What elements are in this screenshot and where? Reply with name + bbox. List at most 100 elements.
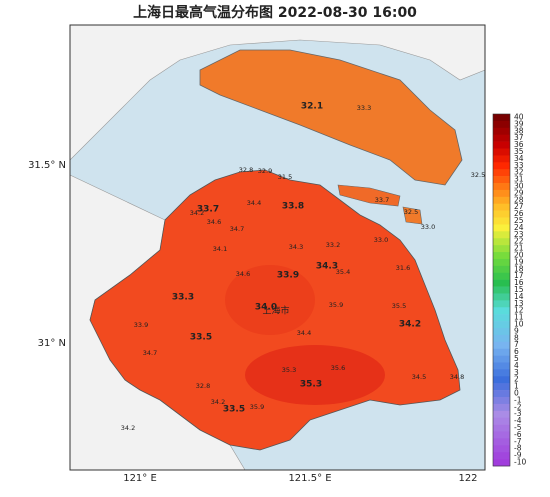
colorbar-cell bbox=[493, 300, 510, 308]
colorbar-cell bbox=[493, 286, 510, 294]
colorbar-cell bbox=[493, 307, 510, 315]
temperature-label: 33.3 bbox=[172, 293, 194, 303]
colorbar-label: 2 bbox=[514, 375, 519, 384]
temperature-label: 33.8 bbox=[282, 202, 304, 212]
x-axis-label: 122 bbox=[458, 473, 477, 484]
temperature-label: 33.9 bbox=[277, 271, 299, 281]
hengsha-island bbox=[402, 206, 423, 225]
temperature-label: 34.2 bbox=[121, 424, 135, 432]
temperature-label: 33.9 bbox=[134, 321, 148, 329]
colorbar-cell bbox=[493, 417, 510, 425]
temperature-label: 33.0 bbox=[421, 223, 435, 231]
colorbar-label: 36 bbox=[514, 140, 524, 149]
temperature-label: 35.9 bbox=[329, 301, 343, 309]
temperature-label: 34.7 bbox=[230, 225, 244, 233]
colorbar-label: -10 bbox=[514, 458, 526, 467]
colorbar-cell bbox=[493, 217, 510, 225]
temperature-label: 33.5 bbox=[190, 333, 212, 343]
colorbar-cell bbox=[493, 189, 510, 198]
colorbar-label: -8 bbox=[514, 444, 522, 453]
colorbar-cell bbox=[493, 321, 510, 329]
chongming-island bbox=[199, 49, 463, 186]
colorbar-cell bbox=[493, 258, 510, 267]
colorbar-cell bbox=[493, 334, 510, 343]
colorbar-cell bbox=[493, 134, 510, 142]
colorbar-cell bbox=[493, 403, 510, 412]
temperature-label: 34.1 bbox=[213, 245, 227, 253]
colorbar-cell bbox=[493, 162, 510, 170]
temperature-label: 34.7 bbox=[143, 349, 157, 357]
colorbar-label: 6 bbox=[514, 347, 519, 356]
colorbar-label: 25 bbox=[514, 216, 524, 225]
colorbar-label: -1 bbox=[514, 395, 522, 404]
colorbar-label: -7 bbox=[514, 437, 522, 446]
colorbar-cell bbox=[493, 272, 510, 280]
colorbar-cell bbox=[493, 176, 510, 184]
colorbar-cell bbox=[493, 252, 510, 260]
temperature-label: 32.8 bbox=[239, 166, 253, 174]
colorbar-cell bbox=[493, 390, 510, 398]
colorbar-cell bbox=[493, 410, 510, 418]
colorbar-label: 19 bbox=[514, 257, 524, 266]
y-axis-label: 31° N bbox=[38, 338, 66, 349]
colorbar-label: 40 bbox=[514, 112, 524, 121]
colorbar-label: -6 bbox=[514, 430, 522, 439]
colorbar-cell bbox=[493, 293, 510, 301]
temperature-label: 33.3 bbox=[357, 104, 371, 112]
colorbar-cell bbox=[493, 265, 510, 274]
colorbar-label: -5 bbox=[514, 423, 522, 432]
colorbar-label: 38 bbox=[514, 126, 524, 135]
colorbar-label: 16 bbox=[514, 278, 524, 287]
y-axis-label: 31.5° N bbox=[28, 160, 66, 171]
temperature-label: 32.1 bbox=[301, 102, 323, 112]
colorbar-cell bbox=[493, 445, 510, 453]
colorbar-label: 8 bbox=[514, 333, 519, 342]
colorbar-label: 26 bbox=[514, 209, 524, 218]
colorbar-label: 30 bbox=[514, 181, 524, 190]
temperature-label: 33.7 bbox=[197, 205, 219, 215]
temperature-label: 35.5 bbox=[392, 302, 406, 310]
colorbar-label: 21 bbox=[514, 244, 524, 253]
x-axis-label: 121.5° E bbox=[288, 473, 331, 484]
colorbar-label: 28 bbox=[514, 195, 524, 204]
temperature-label: 35.6 bbox=[331, 364, 345, 372]
colorbar-label: 34 bbox=[514, 154, 524, 163]
colorbar-cell bbox=[493, 362, 510, 370]
colorbar-label: 27 bbox=[514, 202, 524, 211]
colorbar-cell bbox=[493, 424, 510, 432]
temperature-label: 35.9 bbox=[250, 403, 264, 411]
temperature-label: 32.5 bbox=[404, 208, 418, 216]
colorbar-cell bbox=[493, 396, 510, 405]
colorbar-frame bbox=[492, 113, 511, 467]
colorbar-label: 29 bbox=[514, 188, 524, 197]
temperature-label: 34.2 bbox=[190, 209, 204, 217]
colorbar-cell bbox=[493, 148, 510, 156]
colorbar-cell bbox=[493, 210, 510, 218]
colorbar-cell bbox=[493, 114, 510, 122]
colorbar-cell bbox=[493, 383, 510, 391]
temperature-label: 34.0 bbox=[255, 303, 277, 313]
colorbar-label: 9 bbox=[514, 326, 519, 335]
colorbar-label: 23 bbox=[514, 230, 524, 239]
hot-area bbox=[245, 345, 385, 405]
temperature-label: 34.3 bbox=[316, 262, 338, 272]
colorbar-label: 5 bbox=[514, 354, 519, 363]
colorbar-label: 37 bbox=[514, 133, 524, 142]
temperature-label: 34.4 bbox=[247, 199, 261, 207]
colorbar-cell bbox=[493, 438, 510, 446]
colorbar-label: 14 bbox=[514, 292, 524, 301]
colorbar-label: 4 bbox=[514, 361, 519, 370]
north-land bbox=[69, 24, 486, 161]
colorbar-label: 15 bbox=[514, 285, 524, 294]
temperature-label: 31.6 bbox=[396, 264, 410, 272]
temperature-label: 33.0 bbox=[374, 236, 388, 244]
colorbar-label: -9 bbox=[514, 451, 522, 460]
title: 上海日最高气温分布图 2022-08-30 16:00 bbox=[133, 4, 417, 21]
temperature-label: 32.9 bbox=[258, 167, 272, 175]
colorbar-cell bbox=[493, 141, 510, 149]
colorbar-cell bbox=[493, 369, 510, 377]
colorbar-label: 3 bbox=[514, 368, 519, 377]
colorbar-label: 11 bbox=[514, 313, 524, 322]
colorbar-cell bbox=[493, 376, 510, 384]
